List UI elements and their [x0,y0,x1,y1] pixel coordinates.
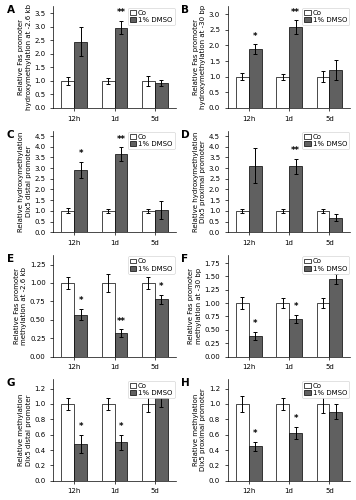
Legend: Co, 1% DMSO: Co, 1% DMSO [128,132,174,150]
Text: *: * [78,296,83,305]
Text: *: * [293,302,298,312]
Bar [74,42,87,108]
Bar [329,279,342,356]
Bar [316,303,329,356]
Bar [276,303,289,356]
Text: *: * [293,414,298,424]
Y-axis label: Relative Fas promoter
methylation at -2.6 kb: Relative Fas promoter methylation at -2.… [14,267,27,345]
Y-axis label: Relative methylation
Dlx5 proximal promoter: Relative methylation Dlx5 proximal promo… [193,388,206,471]
Bar [329,218,342,232]
Bar [74,314,87,356]
Y-axis label: Relative Fas promoter
methylation at -30 bp: Relative Fas promoter methylation at -30… [188,268,201,344]
Bar [115,154,127,232]
Bar [115,442,127,481]
Text: *: * [253,429,257,438]
Legend: Co, 1% DMSO: Co, 1% DMSO [128,380,174,398]
Legend: Co, 1% DMSO: Co, 1% DMSO [302,380,349,398]
Bar [236,404,249,481]
Bar [236,303,249,356]
Text: **: ** [291,146,300,156]
Text: *: * [159,282,164,291]
Bar [276,211,289,232]
Text: F: F [181,254,188,264]
Bar [155,83,168,108]
Text: D: D [181,130,190,140]
Bar [61,211,74,232]
Text: **: ** [291,8,300,17]
Bar [102,211,115,232]
Bar [289,28,302,108]
Text: H: H [181,378,190,388]
Bar [61,81,74,108]
Y-axis label: Relative hydroxymethylation
Dlx5 proximal promoter: Relative hydroxymethylation Dlx5 proxima… [193,132,206,232]
Legend: Co, 1% DMSO: Co, 1% DMSO [302,8,349,25]
Y-axis label: Relative Fas promoter
hydroxymethylation at -30 bp: Relative Fas promoter hydroxymethylation… [193,5,206,109]
Bar [329,412,342,481]
Text: *: * [119,422,123,431]
Bar [276,404,289,481]
Bar [289,166,302,232]
Bar [289,319,302,356]
Bar [142,211,155,232]
Legend: Co, 1% DMSO: Co, 1% DMSO [128,8,174,25]
Bar [249,166,262,232]
Bar [155,210,168,232]
Bar [74,170,87,232]
Y-axis label: Relative methylation
Dlx5 distal promoter: Relative methylation Dlx5 distal promote… [18,394,32,466]
Bar [329,70,342,108]
Bar [142,283,155,356]
Text: *: * [253,320,257,328]
Text: B: B [181,6,189,16]
Bar [155,299,168,356]
Bar [115,333,127,356]
Text: ***: *** [329,261,343,270]
Bar [102,404,115,481]
Bar [249,49,262,108]
Text: *: * [78,422,83,431]
Bar [236,211,249,232]
Text: C: C [6,130,14,140]
Bar [102,283,115,356]
Bar [74,444,87,481]
Bar [102,81,115,108]
Text: *: * [78,149,83,158]
Bar [236,76,249,108]
Bar [316,404,329,481]
Text: **: ** [116,135,126,144]
Bar [61,283,74,356]
Y-axis label: Relative Fas promoter
hydroxymethylation at -2.6 kb: Relative Fas promoter hydroxymethylation… [18,4,32,110]
Bar [115,28,127,108]
Bar [61,404,74,481]
Legend: Co, 1% DMSO: Co, 1% DMSO [302,132,349,150]
Bar [249,336,262,356]
Text: **: ** [116,8,126,17]
Bar [142,81,155,108]
Bar [249,446,262,481]
Bar [276,76,289,108]
Bar [142,404,155,481]
Y-axis label: Relative hydroxymethylation
Dlx5 distal promoter: Relative hydroxymethylation Dlx5 distal … [18,132,32,232]
Bar [316,211,329,232]
Text: *: * [253,32,257,41]
Text: A: A [6,6,15,16]
Text: E: E [6,254,14,264]
Bar [289,433,302,481]
Bar [316,76,329,108]
Text: G: G [6,378,15,388]
Text: **: ** [116,316,126,326]
Legend: Co, 1% DMSO: Co, 1% DMSO [128,256,174,274]
Legend: Co, 1% DMSO: Co, 1% DMSO [302,256,349,274]
Bar [155,398,168,481]
